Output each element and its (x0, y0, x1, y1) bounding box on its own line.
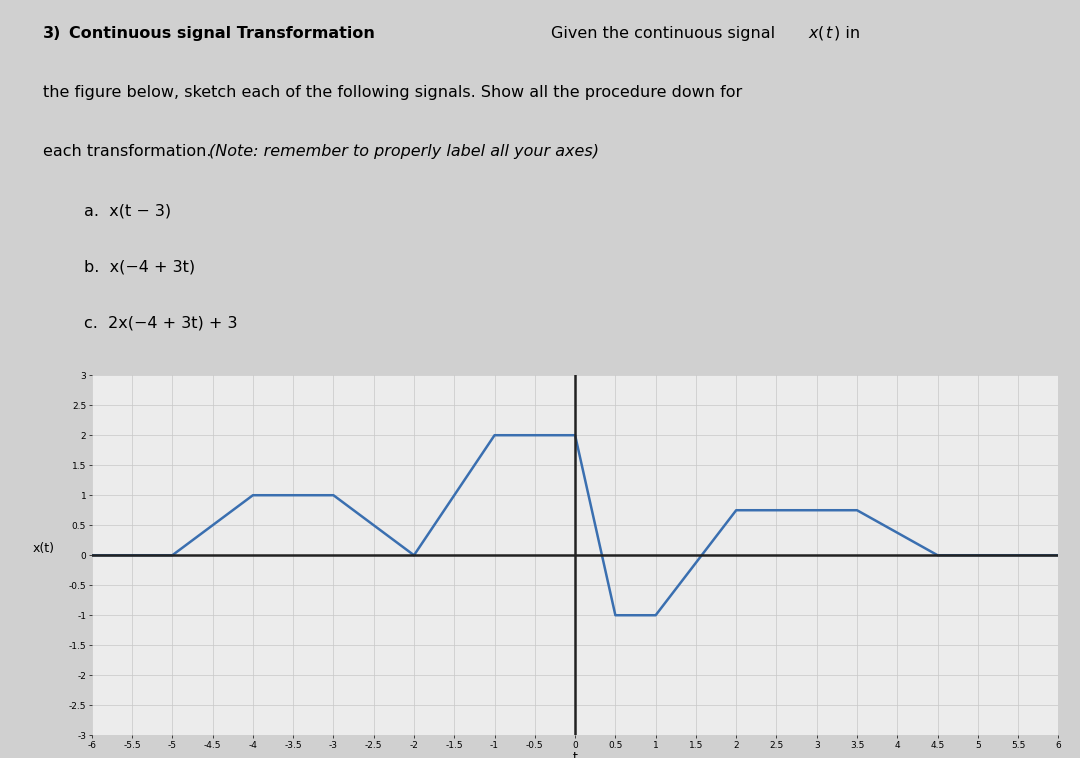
Text: Continuous signal Transformation: Continuous signal Transformation (69, 26, 375, 41)
X-axis label: t: t (572, 751, 578, 758)
Text: a.  x(t − 3): a. x(t − 3) (84, 203, 171, 218)
Text: Given the continuous signal: Given the continuous signal (551, 26, 780, 41)
Text: the figure below, sketch each of the following signals. Show all the procedure d: the figure below, sketch each of the fol… (43, 85, 742, 100)
Text: t: t (826, 26, 833, 41)
Text: x: x (809, 26, 819, 41)
Y-axis label: x(t): x(t) (32, 542, 55, 555)
Text: ) in: ) in (834, 26, 860, 41)
Text: each transformation.: each transformation. (43, 144, 217, 159)
Text: 3): 3) (43, 26, 62, 41)
Text: (Note: remember to properly label all your axes): (Note: remember to properly label all yo… (208, 144, 598, 159)
Text: (: ( (818, 26, 824, 41)
Text: c.  2x(−4 + 3t) + 3: c. 2x(−4 + 3t) + 3 (84, 315, 238, 330)
Text: b.  x(−4 + 3t): b. x(−4 + 3t) (84, 259, 194, 274)
